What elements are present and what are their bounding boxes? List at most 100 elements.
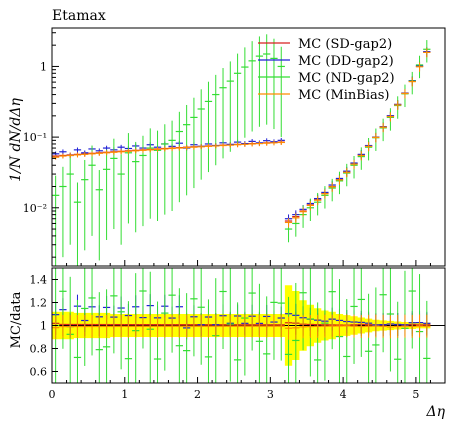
mb-point <box>270 140 278 146</box>
mb-ratio-point <box>364 314 373 338</box>
nd-point <box>117 154 125 245</box>
mb-point <box>88 151 96 157</box>
ratio-axis-label: MC/data <box>9 291 24 348</box>
nd-point <box>197 89 205 180</box>
mb-ratio-point <box>132 314 140 338</box>
mb-point <box>233 142 242 148</box>
x-tick-label: 2 <box>194 388 201 401</box>
mb-ratio-point <box>284 316 293 340</box>
mb-point <box>66 153 74 159</box>
mb-point <box>197 144 205 150</box>
mb-ratio-point <box>197 314 205 338</box>
legend-label-mb: MC (MinBias) <box>298 88 390 103</box>
mb-point <box>306 201 314 211</box>
nd-ratio-point <box>423 300 431 383</box>
mb-point <box>59 153 67 159</box>
nd-ratio-point <box>248 268 256 351</box>
mb-ratio-point <box>146 314 154 338</box>
legend-entry-dd: MC (DD-gap2) <box>258 54 394 69</box>
mb-ratio-point <box>415 314 424 338</box>
mb-ratio-point <box>59 315 67 339</box>
mb-point <box>321 189 329 199</box>
nd-ratio-point <box>270 268 278 360</box>
mb-point <box>364 142 373 152</box>
mb-ratio-point <box>263 314 271 338</box>
nd-point <box>190 97 198 189</box>
mb-point <box>394 100 402 110</box>
mb-ratio-point <box>233 314 242 338</box>
mb-ratio-point <box>204 314 213 338</box>
nd-point <box>233 53 242 144</box>
nd-point <box>226 61 234 152</box>
nd-ratio-point <box>190 268 198 357</box>
mb-ratio-point <box>335 314 344 338</box>
mb-point <box>117 149 125 155</box>
mb-ratio-point <box>183 314 191 338</box>
mb-point <box>277 140 285 146</box>
ratio-tick-label: 0.6 <box>30 366 48 379</box>
legend-label-dd: MC (DD-gap2) <box>298 54 394 69</box>
nd-point <box>204 81 213 173</box>
mb-ratio-point <box>102 314 111 338</box>
mb-ratio-point <box>153 314 162 338</box>
nd-point <box>168 120 176 212</box>
nd-point <box>66 154 74 245</box>
ratio-tick-label: 0.8 <box>30 343 48 356</box>
nd-ratio-point <box>394 301 402 383</box>
main-frame <box>51 27 446 267</box>
mb-ratio-point <box>372 314 380 338</box>
nd-point <box>248 41 256 132</box>
mb-ratio-point <box>95 314 103 338</box>
nd-point <box>161 124 169 215</box>
mb-point <box>255 141 264 147</box>
mb-ratio-point <box>277 314 285 338</box>
nd-point <box>241 47 249 138</box>
mb-point <box>350 159 358 170</box>
nd-point <box>146 128 154 219</box>
mb-ratio-point <box>219 314 227 338</box>
ratio-tick-label: 1 <box>40 320 47 333</box>
nd-ratio-point <box>204 299 213 383</box>
mb-point <box>190 144 198 150</box>
ratio-panel <box>52 285 445 366</box>
mb-point <box>386 112 395 122</box>
ratio-tick-label: 1.4 <box>30 274 48 287</box>
x-axis-label: Δη <box>426 404 446 420</box>
mb-point <box>299 207 307 217</box>
nd-ratio-point <box>110 268 118 354</box>
nd-point <box>52 175 60 266</box>
mb-point <box>423 48 431 58</box>
nd-point <box>81 159 89 251</box>
mb-ratio-point <box>299 315 307 339</box>
nd-point <box>95 170 103 261</box>
nd-ratio-point <box>357 268 365 357</box>
mb-point <box>52 154 60 160</box>
mb-point <box>95 150 103 156</box>
legend: MC (SD-gap2) MC (DD-gap2) MC (ND-gap2) M… <box>258 37 395 103</box>
mb-ratio-point <box>350 314 358 338</box>
mb-ratio-point <box>379 314 387 338</box>
nd-point <box>73 182 82 266</box>
nd-point <box>263 34 271 125</box>
mb-point <box>219 143 227 149</box>
mb-ratio-point <box>81 315 89 338</box>
y-tick-label: 10⁻² <box>23 202 47 215</box>
nd-point <box>88 145 96 236</box>
nd-ratio-point <box>73 299 82 383</box>
nd-ratio-point <box>284 296 293 383</box>
legend-entry-nd: MC (ND-gap2) <box>258 71 395 86</box>
mb-point <box>146 147 154 153</box>
mb-point <box>335 175 344 185</box>
mb-point <box>204 143 213 149</box>
y-tick-label: 10⁻¹ <box>23 131 47 144</box>
x-tick-label: 4 <box>340 388 347 401</box>
mb-point <box>292 213 300 223</box>
mb-point <box>314 195 322 206</box>
dd-point <box>59 149 67 155</box>
x-tick-label: 0 <box>49 388 56 401</box>
legend-entry-mb: MC (MinBias) <box>258 88 390 103</box>
nd-ratio-point <box>124 301 133 383</box>
mb-ratio-point <box>357 315 365 339</box>
legend-entry-sd: MC (SD-gap2) <box>258 37 392 52</box>
mb-point <box>161 146 169 152</box>
